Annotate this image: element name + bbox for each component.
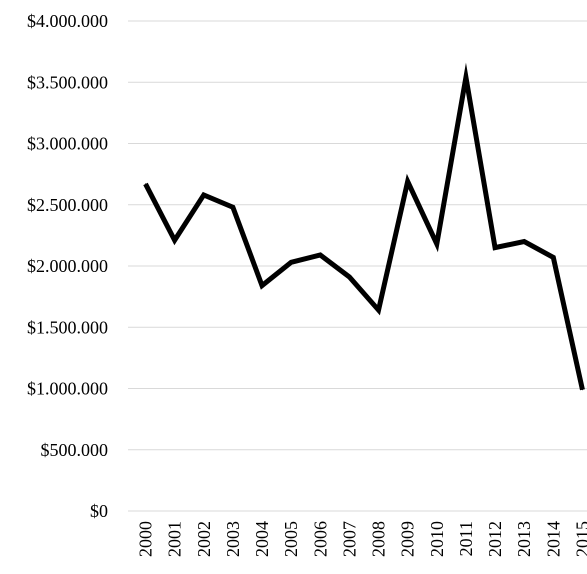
gridlines [128, 21, 587, 511]
data-point [232, 207, 233, 208]
y-tick-label: $3.000.000 [27, 134, 108, 154]
data-point [495, 247, 496, 248]
y-tick-label: $2.000.000 [27, 256, 108, 276]
x-tick-label: 2009 [398, 521, 418, 557]
data-point [174, 240, 175, 241]
x-tick-label: 2012 [485, 521, 505, 557]
data-point [291, 262, 292, 263]
data-point [262, 285, 263, 286]
x-tick-label: 2014 [543, 521, 563, 557]
x-tick-label: 2015 [572, 521, 587, 557]
data-point [436, 243, 437, 244]
data-point [203, 194, 204, 195]
data-point [145, 183, 146, 184]
x-tick-label: 2013 [514, 521, 534, 557]
x-tick-label: 2002 [194, 521, 214, 557]
x-tick-label: 2000 [136, 521, 156, 557]
y-tick-label: $2.500.000 [27, 195, 108, 215]
data-point [407, 181, 408, 182]
y-axis-tick-labels: $0 $500.000 $1.000.000 $1.500.000 $2.000.000… [27, 11, 108, 521]
data-point [378, 310, 379, 311]
series-line [146, 77, 583, 389]
x-tick-label: 2006 [310, 521, 330, 557]
y-tick-label: $1.500.000 [27, 317, 108, 337]
x-tick-label: 2011 [456, 521, 476, 556]
x-tick-label: 2010 [427, 521, 447, 557]
data-point [349, 277, 350, 278]
x-tick-label: 2007 [339, 521, 359, 557]
x-tick-label: 2003 [223, 521, 243, 557]
y-tick-label: $3.500.000 [27, 72, 108, 92]
data-point [553, 257, 554, 258]
y-tick-label: $4.000.000 [27, 11, 108, 31]
data-point [465, 77, 466, 78]
x-tick-label: 2008 [369, 521, 389, 557]
y-tick-label: $1.000.000 [27, 379, 108, 399]
data-point [582, 389, 583, 390]
x-tick-label: 2001 [165, 521, 185, 557]
y-tick-label: $500.000 [41, 440, 109, 460]
series-layer [145, 77, 583, 390]
x-axis-tick-labels: 2000 2001 2002 2003 2004 2005 2006 2007 2008 2009… [136, 521, 587, 557]
x-tick-label: 2004 [252, 521, 272, 557]
x-tick-label: 2005 [281, 521, 301, 557]
data-point [320, 254, 321, 255]
data-point [524, 241, 525, 242]
y-tick-label: $0 [90, 501, 108, 521]
